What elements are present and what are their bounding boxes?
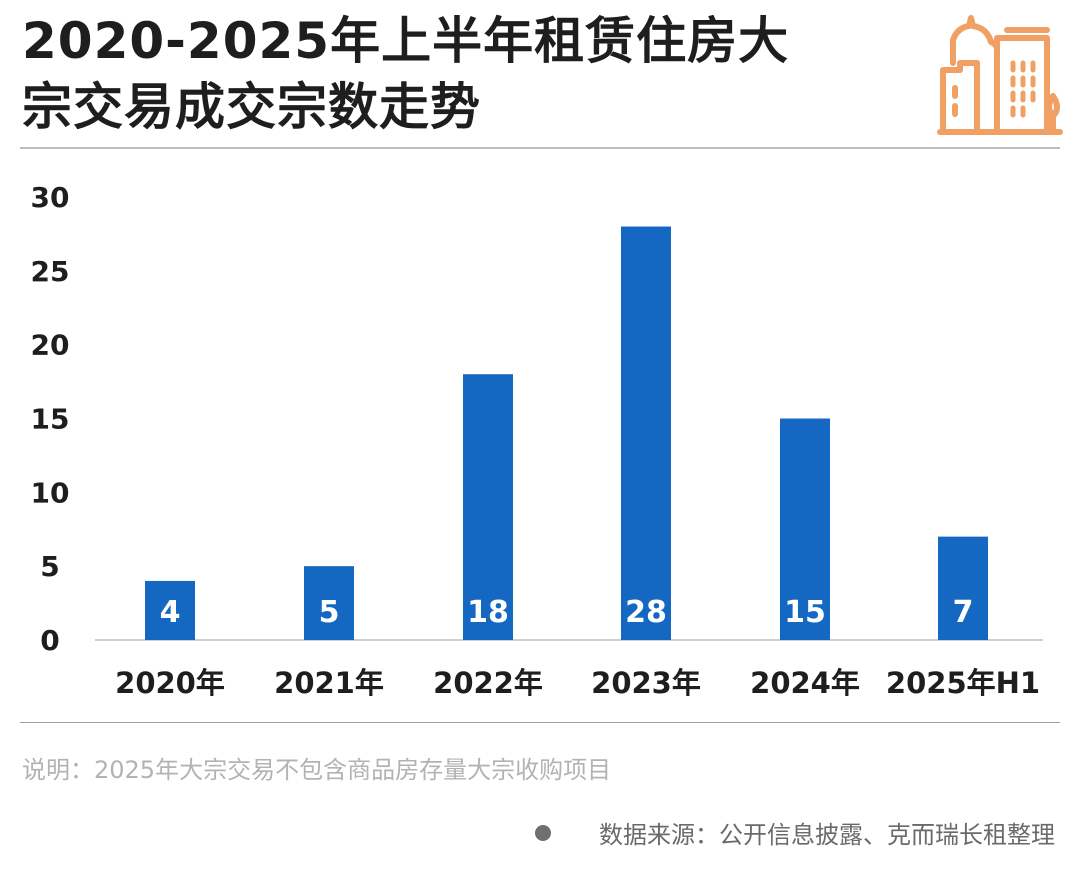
- x-tick-label: 2025年H1: [886, 666, 1040, 700]
- data-label: 15: [784, 595, 826, 630]
- title-line-1: 2020-2025年上半年租赁住房大: [22, 12, 790, 70]
- x-tick-label: 2023年: [591, 666, 701, 700]
- x-tick-label: 2024年: [750, 666, 860, 700]
- bar: [304, 566, 354, 640]
- bullet-dot-icon: [535, 824, 551, 841]
- city-buildings-icon: [937, 15, 1063, 135]
- x-tick-label: 2021年: [274, 666, 384, 700]
- y-tick-label: 5: [40, 550, 59, 583]
- bar-chart: 0 5 10 15 20 25 30 4 2020年 5 2021年 18 2022年 28 2023年 15…: [31, 181, 1043, 700]
- x-tick-label: 2020年: [115, 666, 225, 700]
- bar: [145, 580, 195, 640]
- data-label: 4: [160, 595, 181, 630]
- data-label: 28: [625, 595, 667, 630]
- bar: [780, 418, 830, 640]
- footnote: 说明：2025年大宗交易不包含商品房存量大宗收购项目: [22, 756, 612, 784]
- y-tick-label: 30: [31, 181, 70, 214]
- bar: [463, 374, 513, 640]
- data-label: 5: [319, 595, 340, 630]
- x-tick-label: 2022年: [433, 666, 543, 700]
- y-tick-label: 10: [31, 476, 70, 509]
- data-label: 18: [467, 595, 509, 630]
- footer-divider: [20, 722, 1060, 723]
- source-text: 数据来源：公开信息披露、克而瑞长租整理: [599, 821, 1055, 849]
- bar: [938, 536, 988, 640]
- title-divider: [20, 147, 1060, 149]
- y-tick-label: 0: [40, 624, 59, 657]
- bar: [621, 226, 671, 640]
- y-tick-label: 25: [31, 255, 70, 288]
- y-tick-label: 15: [31, 403, 70, 436]
- chart-title: 2020-2025年上半年租赁住房大 宗交易成交宗数走势: [22, 8, 922, 140]
- y-tick-label: 20: [31, 329, 70, 362]
- title-line-2: 宗交易成交宗数走势: [22, 78, 481, 136]
- data-label: 7: [953, 595, 974, 630]
- source-line: 数据来源：公开信息披露、克而瑞长租整理: [535, 815, 1055, 850]
